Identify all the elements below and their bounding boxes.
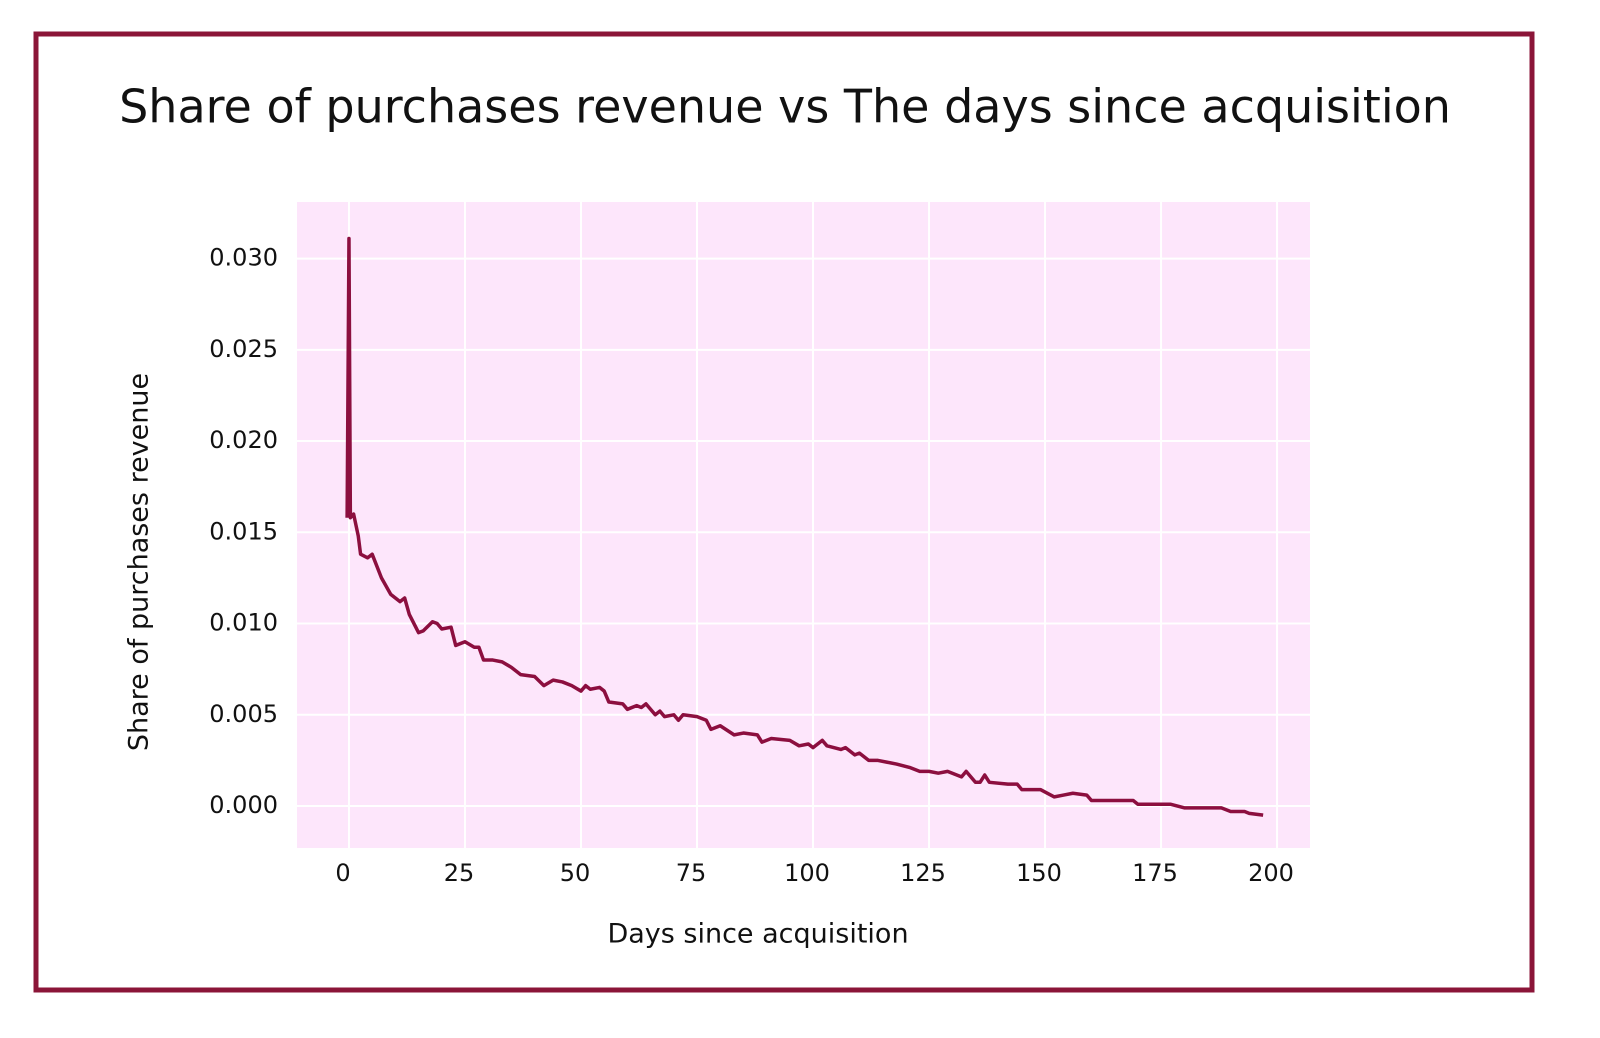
y-tick-label: 0.030 xyxy=(209,244,278,272)
x-tick-label: 150 xyxy=(1016,859,1062,887)
x-tick-label: 50 xyxy=(560,859,591,887)
chart-title: Share of purchases revenue vs The days s… xyxy=(119,80,1451,134)
x-tick-label: 175 xyxy=(1132,859,1178,887)
y-tick-label: 0.020 xyxy=(209,426,278,454)
x-tick-label: 125 xyxy=(900,859,946,887)
x-tick-label: 100 xyxy=(784,859,830,887)
y-tick-label: 0.005 xyxy=(209,700,278,728)
y-tick-label: 0.010 xyxy=(209,609,278,637)
x-tick-label: 200 xyxy=(1248,859,1294,887)
y-tick-label: 0.000 xyxy=(209,791,278,819)
x-tick-label: 25 xyxy=(444,859,475,887)
data-line xyxy=(345,236,1264,817)
x-tick-label: 75 xyxy=(676,859,707,887)
y-tick-label: 0.015 xyxy=(209,517,278,545)
plot-area xyxy=(297,202,1310,848)
y-axis-label: Share of purchases revenue xyxy=(124,373,155,751)
y-tick-label: 0.025 xyxy=(209,335,278,363)
x-axis-label: Days since acquisition xyxy=(607,919,908,950)
x-tick-label: 0 xyxy=(335,859,350,887)
